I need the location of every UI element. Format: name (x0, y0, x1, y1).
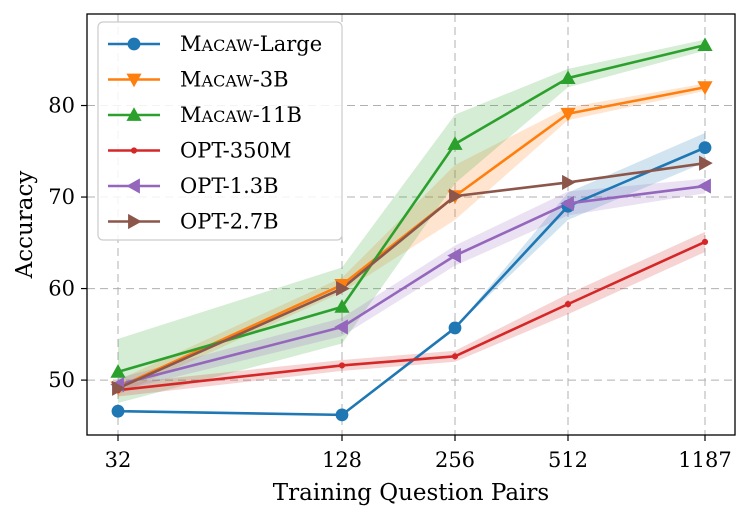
y-tick-label-70: 70 (48, 185, 75, 209)
x-tick-label-128: 128 (322, 448, 362, 472)
legend-marker-opt-350m (130, 147, 138, 154)
point-macaw-large-256 (448, 321, 462, 335)
confidence-bands (118, 39, 705, 415)
x-tick-label-512: 512 (548, 448, 588, 472)
legend-marker-macaw-large (127, 37, 141, 51)
y-tick-label-80: 80 (48, 94, 75, 118)
point-opt-2-7b-128 (336, 280, 350, 297)
band-macaw-11b (118, 39, 705, 403)
legend-marker-opt-2-7b (128, 213, 142, 230)
point-opt-1-3b-1187 (697, 178, 711, 194)
legend-label-macaw-large: MACAW-Large (180, 32, 322, 56)
point-macaw-11b-32 (110, 364, 126, 378)
point-opt-350m-1187 (701, 238, 709, 245)
legend: MACAW-Large MACAW-3B MACAW-11B OPT-350M OPT-… (97, 21, 343, 241)
point-macaw-3b-512 (560, 107, 576, 122)
point-opt-350m-128 (338, 362, 346, 369)
point-opt-2-7b-256 (449, 188, 463, 204)
axis-ticks: 50 60 70 80 32 128 256 512 1187 (48, 94, 731, 472)
point-opt-350m-512 (564, 301, 572, 308)
point-macaw-11b-1187 (697, 37, 713, 52)
point-macaw-3b-1187 (697, 81, 713, 95)
x-tick-label-1187: 1187 (678, 448, 731, 472)
series-markers (110, 37, 713, 422)
point-macaw-11b-128 (334, 299, 350, 313)
point-macaw-large-32 (111, 404, 125, 418)
point-opt-1-3b-128 (334, 319, 348, 335)
legend-label-opt-1-3b: OPT-1.3B (180, 174, 279, 198)
y-axis-label: Accuracy (12, 171, 38, 280)
legend-label-macaw-3b: MACAW-3B (180, 68, 289, 92)
point-opt-2-7b-1187 (699, 155, 713, 171)
x-tick-label-256: 256 (435, 448, 475, 472)
legend-label-macaw-11b: MACAW-11B (180, 103, 302, 127)
x-tick-label-32: 32 (105, 448, 132, 472)
point-macaw-large-128 (335, 408, 349, 422)
legend-marker-opt-1-3b (126, 178, 140, 194)
y-tick-label-50: 50 (48, 368, 75, 392)
legend-label-opt-2-7b: OPT-2.7B (180, 210, 279, 234)
legend-label-opt-350m: OPT-350M (180, 139, 291, 163)
band-opt-1-3b (118, 178, 705, 392)
point-opt-350m-256 (451, 353, 459, 360)
point-macaw-11b-256 (447, 136, 463, 150)
plot-frame (86, 13, 736, 436)
x-axis-label: Training Question Pairs (273, 480, 549, 506)
band-opt-350m (118, 231, 705, 397)
point-opt-2-7b-32 (112, 380, 126, 396)
point-macaw-large-1187 (698, 141, 712, 155)
legend-marker-macaw-3b (126, 73, 142, 88)
point-macaw-11b-512 (560, 70, 576, 84)
band-macaw-3b (118, 83, 705, 395)
band-macaw-large (118, 132, 705, 415)
legend-marker-macaw-11b (126, 107, 142, 121)
point-opt-2-7b-512 (562, 174, 576, 190)
point-opt-1-3b-256 (447, 248, 461, 264)
point-opt-1-3b-512 (560, 195, 574, 212)
y-tick-label-60: 60 (48, 277, 75, 301)
